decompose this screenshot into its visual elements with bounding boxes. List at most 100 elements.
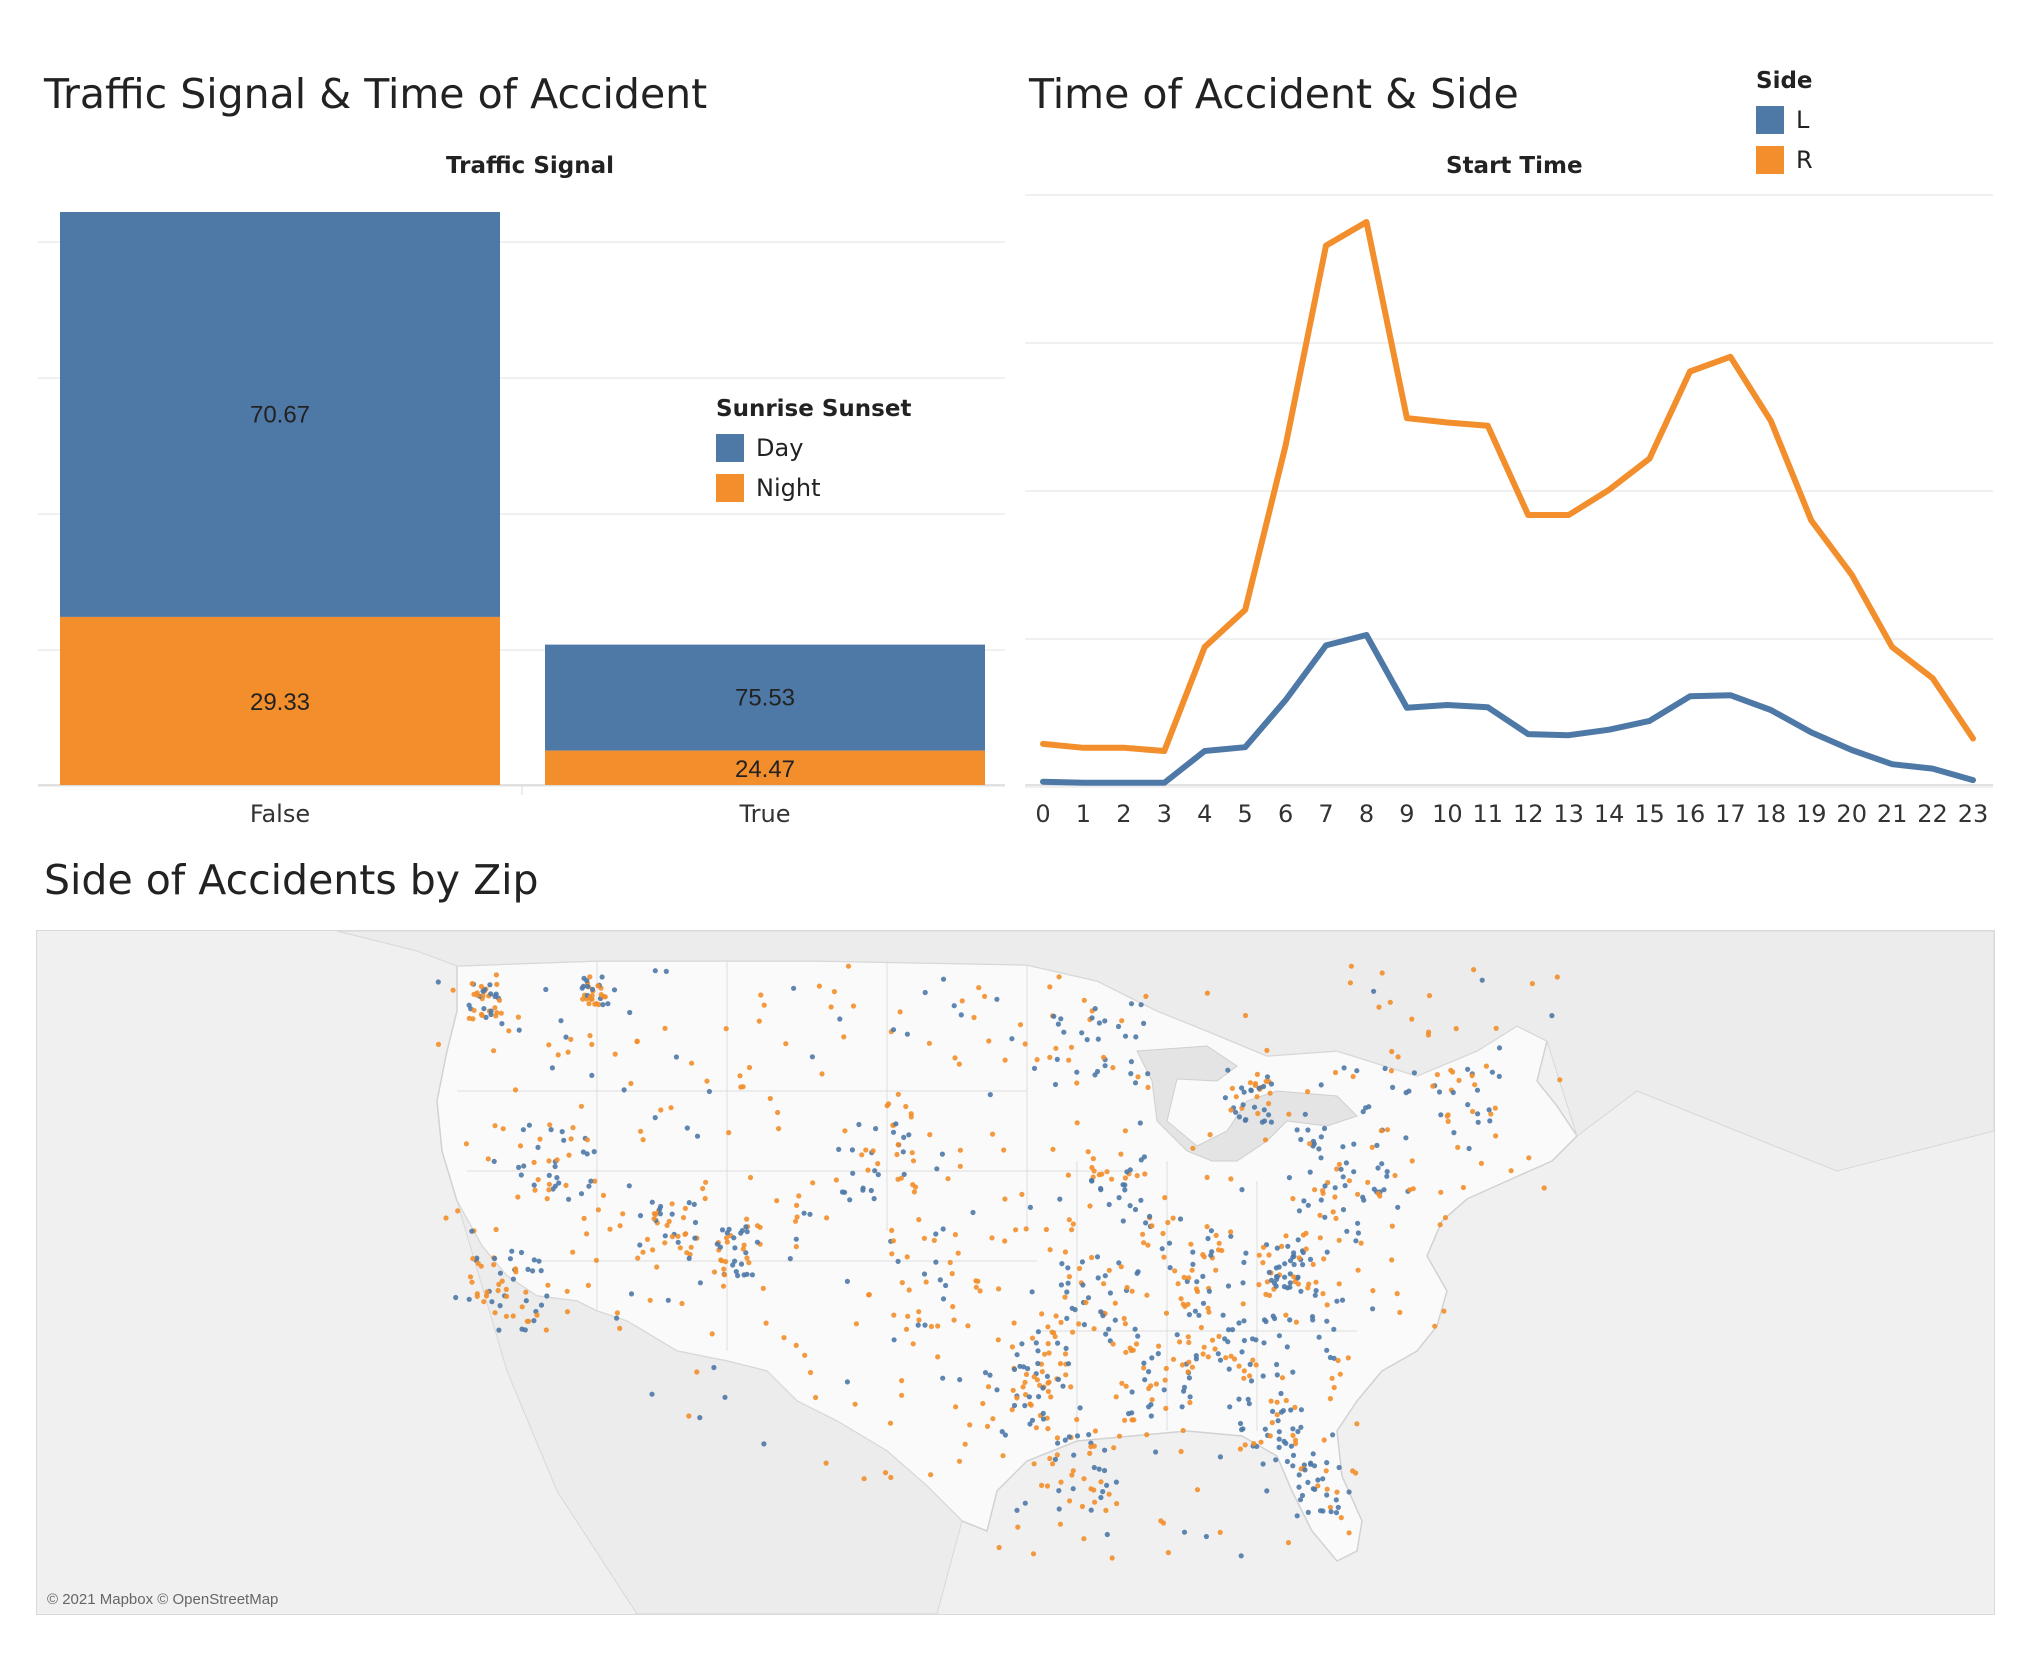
accident-dot bbox=[1384, 1169, 1390, 1175]
accident-dot bbox=[1324, 1347, 1330, 1353]
accident-dot bbox=[1135, 1269, 1141, 1275]
accident-dot bbox=[1496, 1045, 1503, 1051]
bar-legend-item-night[interactable]: Night bbox=[716, 468, 911, 508]
accident-dot bbox=[513, 1266, 519, 1272]
accident-dot bbox=[598, 992, 604, 998]
accident-dot bbox=[1172, 1268, 1178, 1274]
accident-dot bbox=[706, 1088, 713, 1095]
accident-dot bbox=[1052, 1081, 1059, 1088]
accident-dot bbox=[1145, 1071, 1151, 1077]
map-canvas[interactable] bbox=[37, 931, 1994, 1614]
accident-dot bbox=[1348, 963, 1354, 969]
accident-dot bbox=[626, 1183, 632, 1189]
accident-dot bbox=[921, 1235, 928, 1241]
accident-dot bbox=[1436, 1089, 1443, 1095]
accident-dot bbox=[1134, 1173, 1140, 1179]
accident-dot bbox=[1044, 1373, 1050, 1379]
accident-dot bbox=[831, 989, 838, 995]
side-legend-item-l[interactable]: L bbox=[1756, 100, 1813, 140]
accident-dot bbox=[657, 1211, 664, 1217]
accident-dot bbox=[568, 1136, 574, 1142]
zip-map[interactable]: © 2021 Mapbox © OpenStreetMap bbox=[36, 930, 1995, 1615]
accident-dot bbox=[497, 1303, 503, 1309]
accident-dot bbox=[1071, 1452, 1077, 1458]
accident-dot bbox=[1395, 1054, 1401, 1060]
accident-dot bbox=[1327, 1396, 1333, 1402]
accident-dot bbox=[872, 1168, 878, 1174]
accident-dot bbox=[721, 1266, 727, 1272]
accident-dot bbox=[686, 1200, 692, 1206]
accident-dot bbox=[1298, 1288, 1304, 1294]
accident-dot bbox=[1110, 1065, 1116, 1071]
accident-dot bbox=[1089, 1015, 1095, 1021]
line-x-tick-label: 5 bbox=[1238, 800, 1253, 828]
accident-dot bbox=[605, 1001, 611, 1007]
accident-dot bbox=[621, 1087, 627, 1093]
accident-dot bbox=[1101, 1281, 1107, 1287]
accident-dot bbox=[1039, 1311, 1045, 1317]
accident-dot bbox=[1445, 1118, 1451, 1124]
accident-dot bbox=[1014, 1352, 1020, 1358]
accident-dot bbox=[1101, 1467, 1108, 1474]
accident-dot bbox=[1338, 1166, 1344, 1172]
accident-dot bbox=[1228, 1229, 1234, 1235]
accident-dot bbox=[548, 1127, 554, 1133]
accident-dot bbox=[1009, 1036, 1015, 1042]
accident-dot bbox=[1028, 1402, 1034, 1408]
accident-dot bbox=[719, 1227, 726, 1233]
accident-dot bbox=[1205, 1305, 1211, 1311]
accident-dot bbox=[1011, 1402, 1018, 1409]
bar-legend-item-day[interactable]: Day bbox=[716, 428, 911, 468]
accident-dot bbox=[1065, 1361, 1072, 1367]
accident-dot bbox=[564, 1309, 571, 1315]
accident-dot bbox=[1389, 1223, 1395, 1229]
mexico-region bbox=[456, 1200, 963, 1614]
accident-dot bbox=[1389, 1257, 1395, 1263]
accident-dot bbox=[1266, 1112, 1272, 1118]
accident-dot bbox=[903, 1103, 909, 1110]
accident-dot bbox=[1263, 1291, 1269, 1297]
accident-dot bbox=[1346, 1178, 1352, 1184]
accident-dot bbox=[1241, 1318, 1247, 1324]
accident-dot bbox=[744, 1271, 750, 1277]
accident-dot bbox=[1204, 1224, 1210, 1230]
accident-dot bbox=[1166, 1240, 1173, 1246]
accident-dot bbox=[489, 1299, 495, 1305]
accident-dot bbox=[1274, 1412, 1280, 1418]
accident-dot bbox=[1301, 1198, 1307, 1204]
accident-dot bbox=[984, 1423, 991, 1429]
accident-dot bbox=[957, 1147, 964, 1153]
accident-dot bbox=[1140, 1231, 1146, 1237]
side-legend-item-r[interactable]: R bbox=[1756, 140, 1813, 180]
accident-dot bbox=[1288, 1407, 1294, 1413]
accident-dot bbox=[1056, 974, 1062, 980]
accident-dot bbox=[1002, 1196, 1008, 1202]
accident-dot bbox=[679, 1300, 685, 1307]
accident-dot bbox=[1163, 1405, 1169, 1411]
accident-dot bbox=[1474, 1087, 1481, 1093]
accident-dot bbox=[1330, 1209, 1336, 1215]
accident-dot bbox=[1471, 967, 1477, 973]
accident-dot bbox=[923, 1279, 929, 1285]
accident-dot bbox=[1252, 1081, 1259, 1087]
accident-dot bbox=[761, 1002, 767, 1008]
accident-dot bbox=[559, 1129, 565, 1135]
accident-dot bbox=[1276, 1333, 1282, 1339]
accident-dot bbox=[1251, 1441, 1257, 1447]
accident-dot bbox=[1132, 1080, 1139, 1086]
accident-dot bbox=[823, 1460, 829, 1466]
accident-dot bbox=[1330, 1432, 1336, 1438]
accident-dot bbox=[1472, 1082, 1478, 1088]
accident-dot bbox=[1310, 1451, 1316, 1457]
accident-dot bbox=[599, 974, 605, 980]
accident-dot bbox=[793, 1244, 799, 1250]
accident-dot bbox=[1124, 1169, 1130, 1175]
accident-dot bbox=[875, 1161, 881, 1167]
accident-dot bbox=[1311, 1463, 1318, 1469]
accident-dot bbox=[1432, 1323, 1438, 1329]
accident-dot bbox=[1175, 1281, 1181, 1287]
accident-dot bbox=[1013, 1227, 1019, 1233]
accident-dot bbox=[1247, 1361, 1253, 1367]
accident-dot bbox=[1063, 1345, 1069, 1351]
accident-dot bbox=[1243, 1250, 1249, 1256]
